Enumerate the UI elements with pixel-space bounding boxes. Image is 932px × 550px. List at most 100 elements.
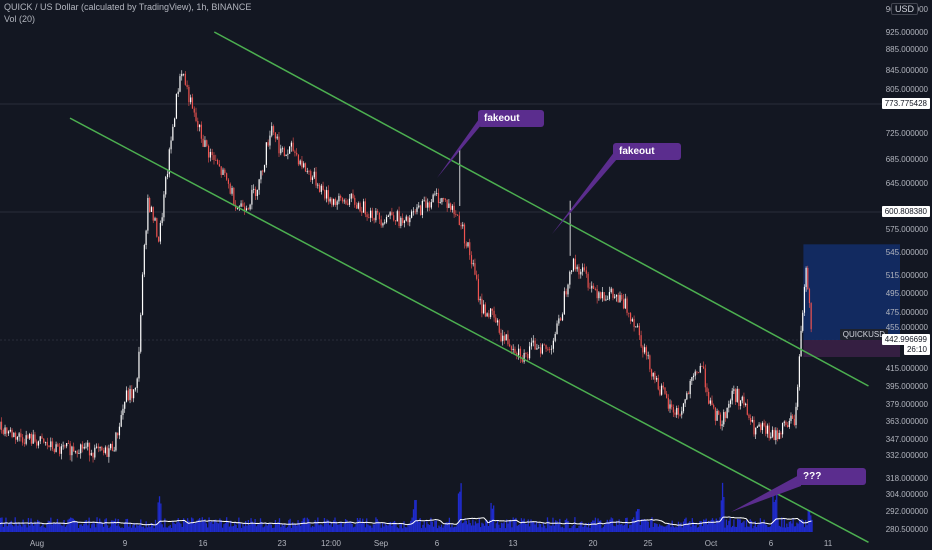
candle: [175, 93, 178, 119]
candle: [756, 426, 758, 428]
volume-bar: [352, 527, 355, 532]
volume-bar: [10, 520, 12, 532]
volume-bar: [338, 524, 340, 532]
candle: [315, 171, 317, 186]
y-tick-label: 395.000000: [886, 382, 929, 391]
candle: [267, 142, 269, 146]
volume-indicator-label[interactable]: Vol (20): [4, 14, 36, 24]
candle: [753, 420, 755, 435]
volume-bar: [387, 525, 389, 532]
candle: [458, 215, 460, 226]
volume-bar: [518, 524, 520, 532]
volume-bar: [285, 527, 287, 532]
candle: [803, 286, 806, 313]
candle: [282, 148, 284, 150]
candle: [787, 424, 789, 428]
price-tag[interactable]: 26:10: [903, 343, 930, 355]
candle: [739, 400, 742, 406]
price-tag[interactable]: 442.996699: [881, 334, 930, 345]
volume-bar: [692, 522, 695, 532]
volume-bar: [434, 520, 436, 532]
callout-tail: [552, 148, 617, 234]
volume-bar: [711, 518, 714, 532]
volume-bar: [110, 520, 113, 532]
candle: [503, 335, 506, 341]
candle: [53, 449, 55, 452]
volume-bar: [695, 522, 697, 532]
volume-bar: [440, 524, 443, 532]
price-tag[interactable]: 773.775428: [881, 98, 930, 109]
volume-bar: [117, 519, 119, 532]
volume-bar: [768, 526, 770, 532]
volume-bar: [549, 525, 551, 532]
currency-label[interactable]: USD: [890, 3, 918, 15]
candle: [481, 298, 483, 314]
volume-bar: [490, 502, 492, 532]
volume-bar: [101, 523, 103, 532]
candle: [474, 263, 476, 275]
volume-bar: [439, 526, 441, 532]
volume-bar: [242, 523, 244, 532]
volume-bar: [438, 525, 440, 532]
volume-bar: [73, 519, 76, 532]
candle: [467, 242, 469, 247]
candle: [181, 73, 183, 77]
volume-bar: [239, 522, 241, 532]
volume-bar: [355, 524, 357, 532]
volume-bar: [294, 524, 297, 532]
candle: [280, 148, 282, 154]
volume-bar: [358, 519, 360, 532]
y-tick-label: 495.000000: [886, 289, 929, 298]
volume-bar: [39, 526, 41, 532]
volume-bar: [435, 520, 437, 532]
candle: [92, 453, 94, 458]
candle: [601, 292, 603, 299]
volume-bar: [174, 524, 177, 532]
volume-bar: [180, 523, 182, 532]
candle: [427, 202, 429, 208]
volume-bar: [760, 522, 763, 532]
volume-bar: [470, 525, 473, 532]
volume-bar: [486, 520, 488, 532]
volume-bar: [805, 520, 807, 532]
candle: [674, 412, 676, 415]
candle: [179, 76, 181, 92]
annotation-callout[interactable]: ???: [797, 468, 866, 485]
price-tag[interactable]: QUICKUSD: [839, 328, 888, 340]
price-tag[interactable]: 600.808380: [881, 206, 930, 217]
volume-bar: [104, 519, 106, 532]
volume-bar: [485, 519, 487, 532]
volume-bar: [402, 528, 404, 532]
volume-bar: [689, 521, 691, 532]
candle: [479, 298, 481, 301]
x-tick-label: 12:00: [321, 539, 342, 548]
volume-bar: [310, 527, 312, 532]
volume-bar: [575, 528, 577, 532]
candle: [269, 135, 271, 146]
candle: [525, 353, 527, 354]
candle: [563, 291, 565, 315]
volume-bar: [634, 519, 636, 532]
volume-bar: [235, 524, 237, 532]
volume-bar: [262, 527, 264, 532]
volume-bar: [686, 523, 688, 532]
candle: [462, 224, 464, 227]
volume-bar: [709, 521, 711, 532]
candle: [371, 210, 373, 219]
volume-bar: [498, 524, 500, 532]
candle: [428, 202, 431, 208]
volume-bar: [164, 518, 166, 532]
volume-bar: [72, 518, 74, 532]
volume-bar: [617, 524, 619, 532]
candle: [692, 375, 695, 378]
annotation-callout[interactable]: fakeout: [613, 143, 681, 160]
volume-bar: [198, 518, 201, 532]
volume-bar: [810, 515, 812, 532]
volume-bar: [408, 523, 411, 532]
volume-bar: [19, 524, 22, 532]
volume-bar: [611, 518, 614, 532]
volume-bar: [447, 522, 449, 532]
annotation-callout[interactable]: fakeout: [478, 110, 544, 127]
candle: [409, 217, 411, 223]
